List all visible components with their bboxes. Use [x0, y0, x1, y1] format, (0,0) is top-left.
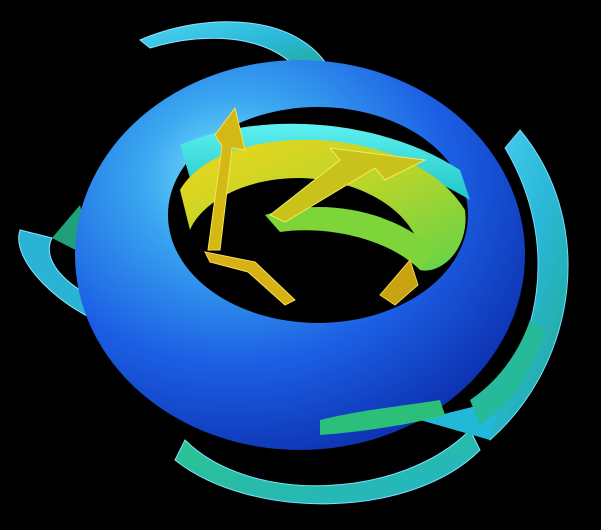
inner-arrow-2: [269, 147, 427, 223]
inner-arrow-4: [379, 258, 419, 306]
outer-torus: [75, 60, 525, 450]
inner-arrow-1: [207, 106, 246, 251]
hole-ribbon: [180, 123, 470, 200]
inner-arrow-3: [204, 251, 296, 306]
ribbon-arrow-right-lower: [470, 320, 545, 425]
